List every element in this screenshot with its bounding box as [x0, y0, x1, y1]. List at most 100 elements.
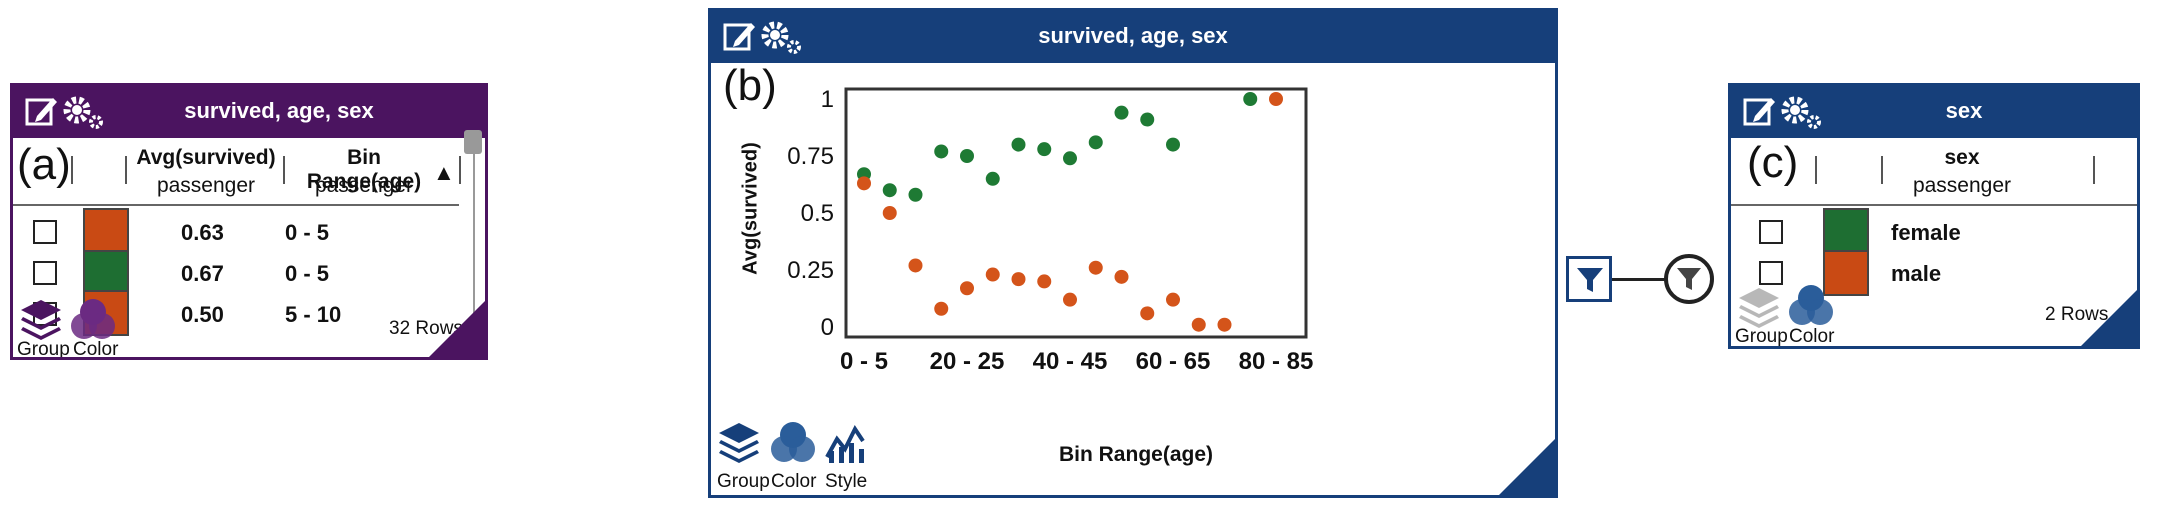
x-tick-label: 20 - 25	[930, 348, 1005, 375]
data-point	[934, 144, 949, 159]
cell-avg-survived: 0.67	[181, 261, 224, 286]
column-divider	[459, 156, 461, 184]
data-point	[1217, 317, 1232, 332]
data-point	[934, 301, 949, 316]
data-point	[1269, 92, 1283, 106]
row-checkbox[interactable]	[1759, 220, 1783, 244]
data-point	[1114, 269, 1129, 284]
group-button-label[interactable]: Group	[1735, 326, 1788, 347]
group-layers-icon[interactable]	[717, 421, 761, 463]
data-point	[960, 149, 974, 163]
group-button-label[interactable]: Group	[17, 339, 70, 360]
panel-c: sex (c) sex passenger female male 2 Rows…	[1728, 83, 2140, 349]
scrollbar[interactable]	[473, 132, 475, 342]
data-point	[1140, 112, 1155, 127]
color-circles-icon[interactable]	[1787, 284, 1835, 328]
cell-sex: female	[1891, 220, 1961, 245]
row-checkbox[interactable]	[33, 220, 57, 244]
color-swatch[interactable]	[83, 250, 129, 296]
style-button-label[interactable]: Style	[825, 471, 868, 492]
header-separator	[1731, 204, 2137, 206]
row-checkbox[interactable]	[1759, 261, 1783, 285]
column-header-sex[interactable]: sex	[1944, 146, 1980, 169]
column-subheader: passenger	[314, 174, 414, 197]
x-tick-label: 0 - 5	[840, 348, 888, 375]
settings-gears-icon[interactable]	[61, 92, 107, 132]
panel-b: survived, age, sex (b) 0 0.25 0.5 0.75 1 0 - …	[708, 8, 1558, 498]
y-tick-label: 0.25	[787, 257, 834, 284]
x-tick-label: 40 - 45	[1033, 348, 1108, 375]
panel-c-title: sex	[1945, 98, 1983, 123]
color-button-label[interactable]: Color	[1789, 326, 1835, 347]
data-point	[1063, 292, 1077, 307]
y-tick-label: 0.5	[801, 200, 834, 227]
filter-link-node[interactable]	[1664, 254, 1714, 304]
data-point	[1037, 274, 1052, 289]
y-tick-label: 1	[821, 86, 834, 113]
panel-a-header: survived, age, sex	[13, 86, 485, 138]
column-header-bin-range-age[interactable]: Bin Range(age)	[306, 146, 422, 193]
y-tick-label: 0.75	[787, 143, 834, 170]
data-point	[1191, 317, 1206, 332]
panel-a: survived, age, sex (a) Avg(survived) pas…	[10, 83, 488, 360]
color-circles-icon[interactable]	[769, 421, 817, 465]
panel-b-label: (b)	[723, 61, 777, 110]
column-header-avg-survived[interactable]: Avg(survived)	[136, 146, 276, 169]
data-point	[1166, 292, 1180, 307]
resize-corner[interactable]	[1497, 437, 1555, 495]
data-point	[1011, 272, 1026, 287]
x-tick-label: 60 - 65	[1136, 348, 1211, 375]
color-button-label[interactable]: Color	[771, 471, 817, 492]
y-tick-label: 0	[821, 314, 834, 341]
panel-c-header: sex	[1731, 86, 2137, 138]
x-tick-label: 80 - 85	[1239, 348, 1314, 375]
resize-corner[interactable]	[427, 299, 485, 357]
x-axis-label: Bin Range(age)	[1058, 443, 1213, 466]
filter-icon	[1575, 265, 1605, 295]
data-point	[882, 183, 897, 198]
column-divider	[1881, 156, 1883, 184]
data-point	[1037, 142, 1052, 157]
settings-gears-icon[interactable]	[1779, 92, 1825, 132]
scatter-chart[interactable]: 0 0.25 0.5 0.75 1 0 - 5 20 - 25 40 - 45 60 - 65 8…	[711, 67, 1555, 407]
cell-bin-range: 5 - 10	[285, 302, 342, 327]
color-swatch[interactable]	[1823, 208, 1869, 254]
panel-b-header: survived, age, sex	[711, 11, 1555, 63]
resize-corner[interactable]	[2079, 288, 2137, 346]
edit-icon[interactable]	[723, 19, 757, 53]
color-button-label[interactable]: Color	[73, 339, 119, 360]
filter-link-line	[1612, 278, 1666, 281]
settings-gears-icon[interactable]	[759, 17, 805, 57]
style-chart-icon[interactable]	[823, 421, 867, 465]
edit-icon[interactable]	[1743, 94, 1777, 128]
group-button-label[interactable]: Group	[717, 471, 770, 492]
group-layers-icon[interactable]	[19, 298, 63, 340]
panel-a-title: survived, age, sex	[184, 98, 374, 123]
column-divider	[125, 156, 127, 184]
sort-ascending-icon[interactable]: ▲	[433, 160, 455, 185]
scrollbar-thumb[interactable]	[464, 130, 482, 154]
filter-button[interactable]	[1566, 256, 1612, 302]
data-point	[857, 176, 871, 191]
data-point	[908, 258, 923, 273]
data-point	[1114, 105, 1129, 120]
color-circles-icon[interactable]	[69, 298, 117, 342]
column-divider	[1815, 156, 1817, 184]
edit-icon[interactable]	[25, 94, 59, 128]
color-swatch[interactable]	[1823, 250, 1869, 296]
row-checkbox[interactable]	[33, 261, 57, 285]
data-point	[960, 281, 974, 296]
data-point	[1243, 92, 1258, 106]
cell-bin-range: 0 - 5	[285, 261, 330, 286]
group-layers-icon[interactable]	[1737, 286, 1781, 328]
data-point	[1140, 306, 1155, 321]
data-point	[882, 206, 897, 220]
cell-bin-range: 0 - 5	[285, 220, 330, 245]
color-swatch[interactable]	[83, 208, 129, 254]
data-point	[985, 171, 1000, 186]
data-point	[1011, 137, 1026, 152]
y-axis-label: Avg(survived)	[739, 142, 762, 275]
cell-avg-survived: 0.63	[181, 220, 224, 245]
column-divider	[283, 156, 285, 184]
data-point	[985, 267, 1000, 282]
